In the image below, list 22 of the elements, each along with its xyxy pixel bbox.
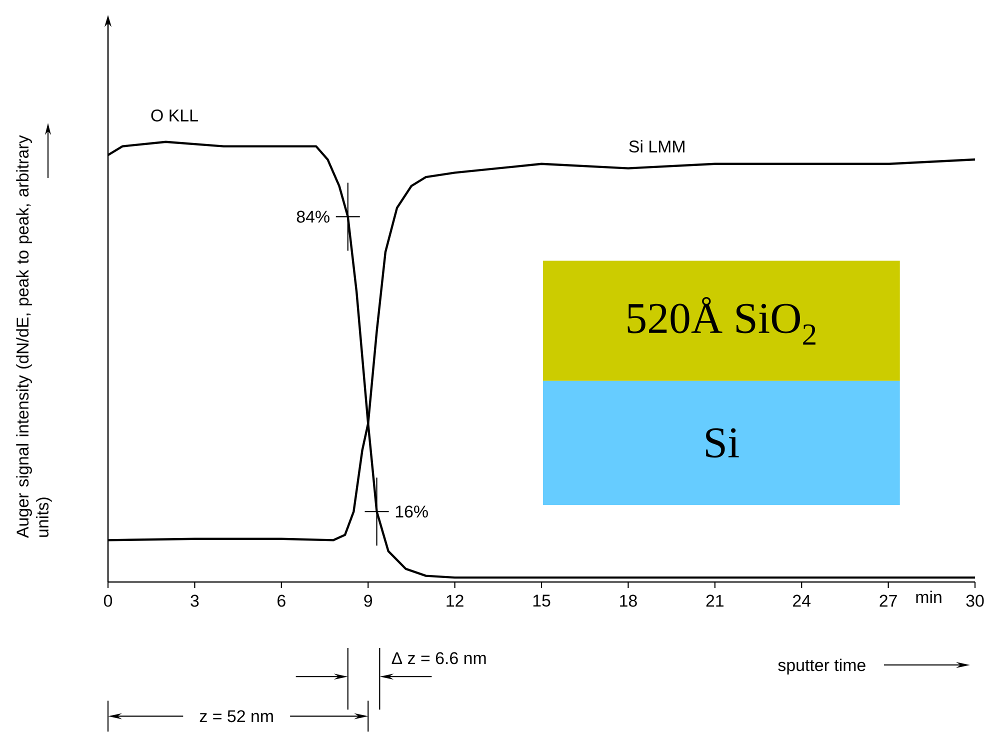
x-tick-label: 6	[278, 594, 286, 607]
series-label: Si LMM	[629, 140, 684, 153]
x-tick-label: 15	[533, 594, 550, 607]
x-tick-label: 3	[190, 594, 199, 607]
text: z = 52 nm	[200, 710, 273, 722]
annotation: 520Å SiO$_{2}$	[628, 296, 816, 345]
y-axis-title: Auger signal intensity (dN/dE, peak to peak, arbitrary units)	[16, 135, 52, 538]
x-tick-label: 21	[706, 594, 724, 607]
annotation: 16%	[396, 506, 428, 518]
x-tick-label: 9	[364, 594, 372, 607]
text: min	[916, 590, 942, 603]
annotation: Si	[706, 428, 739, 458]
x-tick-label: 30	[966, 594, 984, 607]
x-tick-label: 27	[880, 594, 897, 607]
x-tick-label: 12	[446, 594, 464, 607]
x-tick-label: 0	[104, 594, 112, 607]
series-label: O KLL	[151, 109, 198, 122]
x-tick-label: 24	[793, 594, 811, 607]
x-axis-title: sputter time	[778, 658, 866, 674]
annotation: 84%	[296, 210, 330, 223]
x-tick-label: 18	[620, 594, 637, 607]
text: Δ z = 6.6 nm	[392, 652, 486, 664]
